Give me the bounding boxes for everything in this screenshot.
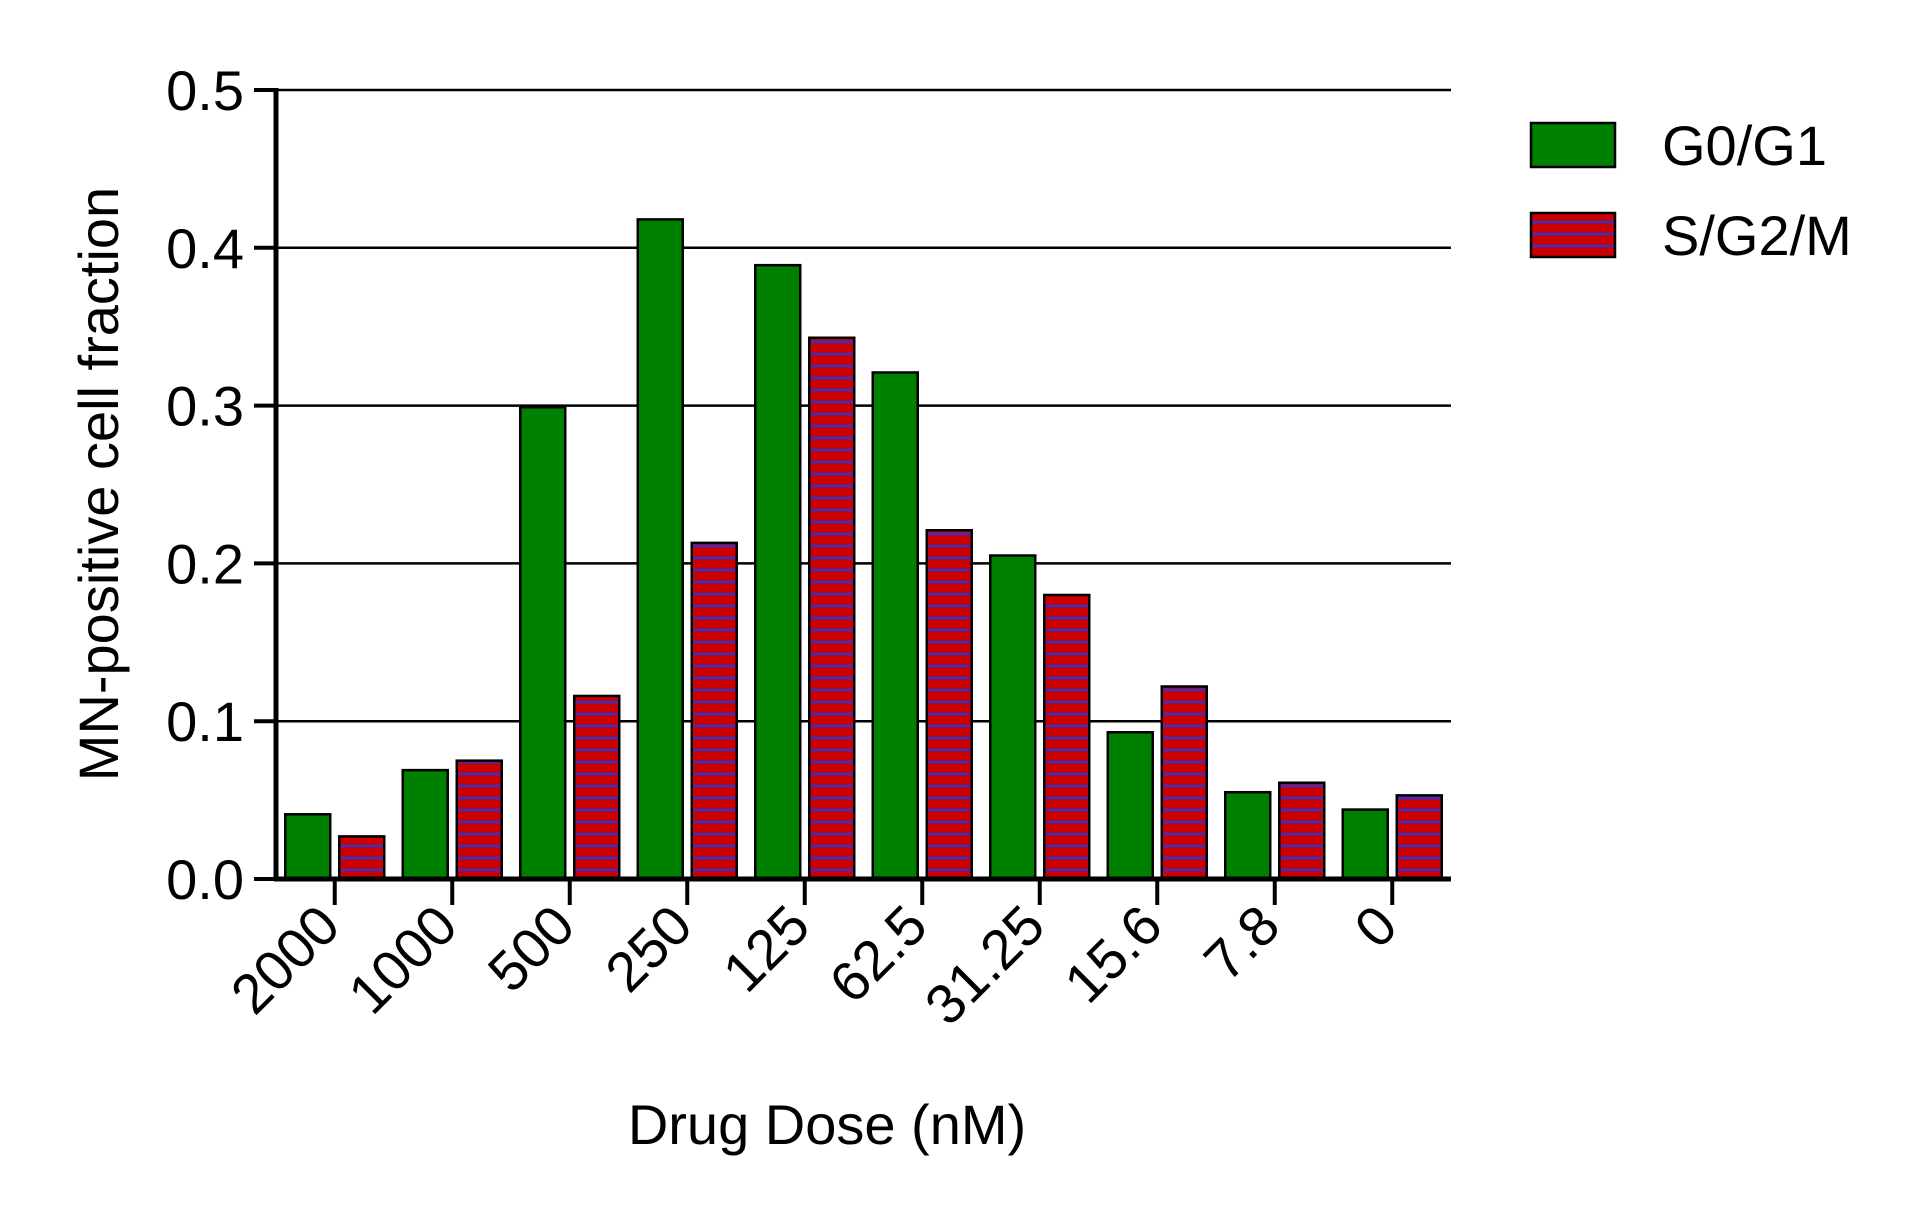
x-tick-label: 7.8 xyxy=(1192,893,1292,993)
x-tick-label: 15.6 xyxy=(1052,893,1174,1015)
y-axis-label: MN-positive cell fraction xyxy=(67,187,130,781)
bar-g0g1 xyxy=(754,263,802,881)
legend-item-sg2m: S/G2/M xyxy=(1529,204,1852,267)
bar-sg2m xyxy=(690,541,738,881)
y-tick-label: 0.3 xyxy=(166,375,244,438)
x-tick-label: 500 xyxy=(476,893,587,1004)
bar-sg2m xyxy=(808,336,856,881)
y-tick-label: 0.2 xyxy=(166,532,244,595)
bar-sg2m xyxy=(1160,685,1208,881)
x-tick-label: 250 xyxy=(593,893,704,1004)
bar-g0g1 xyxy=(871,371,919,881)
bar-sg2m xyxy=(925,529,973,881)
bars xyxy=(284,218,1443,881)
legend-label: S/G2/M xyxy=(1662,204,1852,267)
legend-label: G0/G1 xyxy=(1662,114,1827,177)
bar-sg2m xyxy=(455,759,503,881)
x-tick-label: 31.25 xyxy=(913,893,1057,1037)
bar-sg2m xyxy=(573,694,621,881)
legend-item-g0g1: G0/G1 xyxy=(1529,114,1827,177)
axes xyxy=(254,88,1451,905)
x-tick-label: 1000 xyxy=(336,893,469,1026)
y-tick-label: 0.0 xyxy=(166,848,244,911)
y-tick-label: 0.5 xyxy=(166,59,244,122)
bar-g0g1 xyxy=(636,218,684,881)
bar-g0g1 xyxy=(1224,790,1272,881)
y-tick-label: 0.1 xyxy=(166,690,244,753)
legend: G0/G1 S/G2/M xyxy=(1529,114,1852,267)
bar-sg2m xyxy=(1395,794,1443,881)
bar-g0g1 xyxy=(519,405,567,881)
x-tick-label: 0 xyxy=(1342,893,1409,960)
gridlines xyxy=(276,88,1451,723)
x-axis-label: Drug Dose (nM) xyxy=(628,1093,1026,1156)
x-tick-label: 125 xyxy=(711,893,822,1004)
bar-g0g1 xyxy=(401,768,449,881)
legend-swatch xyxy=(1529,211,1617,259)
bar-sg2m xyxy=(1043,593,1091,881)
legend-swatch xyxy=(1529,121,1617,169)
y-tick-label: 0.4 xyxy=(166,217,244,280)
x-tick-label: 2000 xyxy=(219,893,352,1026)
bar-sg2m xyxy=(1278,781,1326,881)
bar-g0g1 xyxy=(1106,730,1154,881)
bar-g0g1 xyxy=(284,813,332,881)
bar-g0g1 xyxy=(1341,808,1389,881)
bar-sg2m xyxy=(338,835,386,881)
bar-g0g1 xyxy=(989,554,1037,881)
